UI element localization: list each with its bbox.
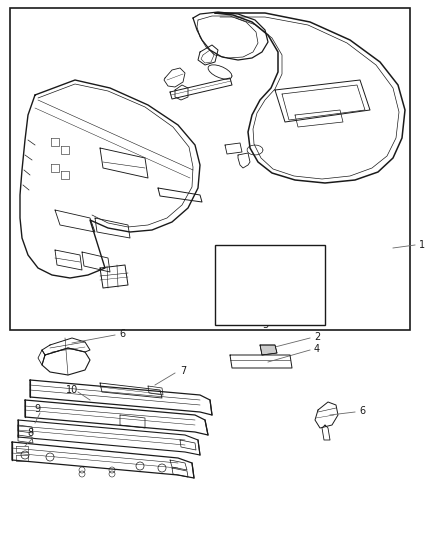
Polygon shape <box>260 345 277 355</box>
Text: 7: 7 <box>180 366 186 376</box>
Bar <box>10 8 410 330</box>
Text: 2: 2 <box>314 332 320 342</box>
Text: 6: 6 <box>359 406 365 416</box>
Bar <box>215 245 325 325</box>
Text: 1: 1 <box>419 240 425 250</box>
Text: 5: 5 <box>262 320 268 330</box>
Text: 6: 6 <box>119 329 125 339</box>
Text: 9: 9 <box>34 404 40 414</box>
Text: 10: 10 <box>66 385 78 395</box>
Text: 4: 4 <box>314 344 320 354</box>
Text: 8: 8 <box>27 428 33 438</box>
